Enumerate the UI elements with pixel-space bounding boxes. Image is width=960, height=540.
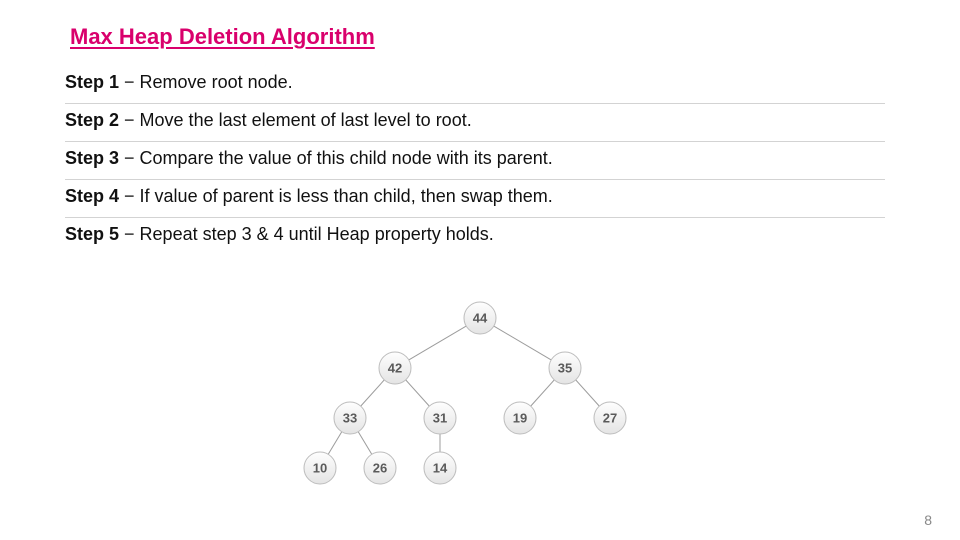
- step-text: − Repeat step 3 & 4 until Heap property …: [119, 224, 494, 244]
- tree-edge: [409, 326, 466, 360]
- step-item: Step 2 − Move the last element of last l…: [65, 104, 885, 142]
- tree-node-label: 44: [473, 311, 488, 326]
- tree-node: 33: [334, 402, 366, 434]
- heap-tree-diagram: 44 42 35 33 31 19 27 10 26 14: [0, 296, 960, 496]
- tree-edge: [406, 380, 430, 406]
- tree-node: 42: [379, 352, 411, 384]
- step-item: Step 1 − Remove root node.: [65, 66, 885, 104]
- step-item: Step 3 − Compare the value of this child…: [65, 142, 885, 180]
- tree-edge: [531, 380, 555, 406]
- tree-edge: [361, 380, 385, 406]
- tree-node: 35: [549, 352, 581, 384]
- step-label: Step 5: [65, 224, 119, 244]
- tree-node: 10: [304, 452, 336, 484]
- step-text: − Move the last element of last level to…: [119, 110, 472, 130]
- step-text: − Remove root node.: [119, 72, 293, 92]
- tree-node-label: 31: [433, 411, 447, 426]
- tree-node-label: 33: [343, 411, 357, 426]
- step-item: Step 5 − Repeat step 3 & 4 until Heap pr…: [65, 218, 885, 255]
- tree-node-label: 42: [388, 361, 402, 376]
- tree-node: 31: [424, 402, 456, 434]
- tree-svg: 44 42 35 33 31 19 27 10 26 14: [260, 296, 700, 496]
- step-label: Step 2: [65, 110, 119, 130]
- tree-node-label: 26: [373, 461, 387, 476]
- step-label: Step 3: [65, 148, 119, 168]
- tree-edge: [328, 432, 342, 455]
- steps-list: Step 1 − Remove root node. Step 2 − Move…: [65, 66, 885, 255]
- tree-node: 27: [594, 402, 626, 434]
- tree-node-label: 27: [603, 411, 617, 426]
- tree-node-label: 35: [558, 361, 572, 376]
- tree-edge: [494, 326, 551, 360]
- tree-node: 14: [424, 452, 456, 484]
- step-label: Step 1: [65, 72, 119, 92]
- tree-node: 19: [504, 402, 536, 434]
- tree-edge: [576, 380, 600, 406]
- tree-node-label: 19: [513, 411, 527, 426]
- tree-edge: [358, 432, 372, 455]
- step-label: Step 4: [65, 186, 119, 206]
- step-text: − If value of parent is less than child,…: [119, 186, 553, 206]
- tree-node: 26: [364, 452, 396, 484]
- step-item: Step 4 − If value of parent is less than…: [65, 180, 885, 218]
- page-title: Max Heap Deletion Algorithm: [70, 24, 375, 50]
- page-number: 8: [924, 512, 932, 528]
- tree-node-label: 14: [433, 461, 448, 476]
- step-text: − Compare the value of this child node w…: [119, 148, 553, 168]
- tree-node-label: 10: [313, 461, 327, 476]
- tree-node: 44: [464, 302, 496, 334]
